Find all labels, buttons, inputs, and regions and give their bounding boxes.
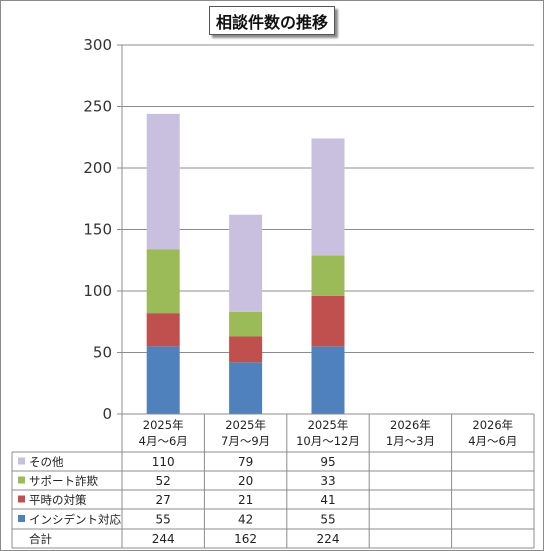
bar-segment [311, 346, 345, 414]
table-cell: 52 [156, 474, 171, 488]
bar-segment [229, 311, 263, 337]
table-row-label: インシデント対応 [29, 513, 121, 527]
category-label: 2026年 [472, 418, 513, 432]
table-cell: 79 [238, 455, 253, 469]
bar-segment [146, 313, 180, 347]
y-tick-label: 50 [93, 344, 112, 362]
table-cell: 27 [156, 493, 171, 507]
bar-segment [229, 362, 263, 414]
table-cell: 20 [238, 474, 253, 488]
table-row-label: 合計 [29, 532, 52, 546]
table-cell: 42 [238, 513, 253, 527]
table-cell: 21 [238, 493, 253, 507]
bar-segment [146, 113, 180, 250]
category-label: 2025年 [308, 418, 349, 432]
category-label: 4月～6月 [139, 434, 188, 448]
legend-key [18, 476, 25, 484]
bar-segment [229, 214, 263, 312]
table-row-label: サポート詐欺 [29, 474, 98, 488]
table-cell: 244 [152, 532, 175, 546]
category-label: 7月～9月 [221, 434, 270, 448]
bar-segment [311, 255, 345, 296]
category-label: 2025年 [225, 418, 266, 432]
bar-segment [146, 346, 180, 414]
y-tick-label: 250 [83, 98, 112, 116]
table-cell: 41 [320, 493, 335, 507]
category-label: 1月～3月 [386, 434, 435, 448]
legend-key [18, 495, 25, 503]
table-cell: 33 [320, 474, 335, 488]
bar-segment [311, 138, 345, 256]
chart-title: 相談件数の推移 [209, 6, 335, 35]
table-cell: 95 [320, 455, 335, 469]
y-tick-label: 300 [83, 36, 112, 54]
table-cell: 110 [152, 455, 175, 469]
category-label: 2026年 [390, 418, 431, 432]
bar-segment [311, 295, 345, 347]
table-row-label: 平時の対策 [29, 493, 87, 507]
table-cell: 55 [156, 513, 171, 527]
bar-segment [146, 249, 180, 314]
category-label: 10月～12月 [296, 434, 360, 448]
y-tick-label: 200 [83, 159, 112, 177]
y-tick-label: 150 [83, 221, 112, 239]
category-label: 2025年 [143, 418, 184, 432]
y-tick-label: 0 [102, 405, 112, 423]
table-cell: 224 [317, 532, 340, 546]
table-cell: 55 [320, 513, 335, 527]
legend-key [18, 515, 25, 522]
category-label: 4月～6月 [468, 434, 517, 448]
bar-segment [229, 336, 263, 363]
legend-key [18, 457, 25, 465]
table-cell: 162 [234, 532, 257, 546]
y-tick-label: 100 [83, 282, 112, 300]
table-row-label: その他 [29, 455, 64, 469]
